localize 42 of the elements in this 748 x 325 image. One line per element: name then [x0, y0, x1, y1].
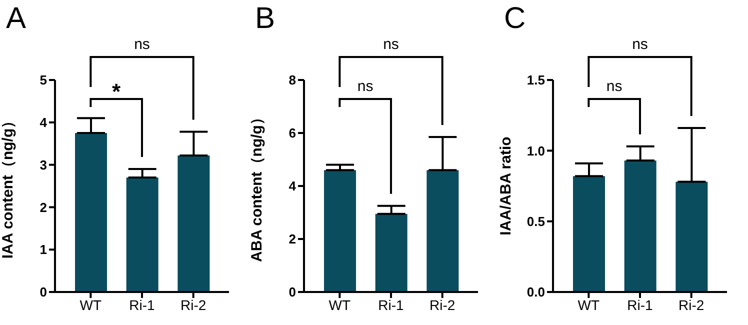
bar	[573, 176, 605, 292]
y-tick-label: 1	[40, 242, 47, 258]
y-tick-label: 0.5	[526, 214, 545, 229]
bar	[624, 160, 656, 292]
x-tick-label: Ri-1	[627, 296, 654, 313]
bar	[676, 182, 708, 292]
bar	[178, 155, 210, 292]
text: ns	[134, 36, 150, 53]
y-axis-title: ABA content（ng/g）	[248, 110, 266, 262]
y-tick-label: 3	[40, 157, 47, 172]
x-tick-label: WT	[328, 296, 351, 313]
x-tick-label: WT	[80, 296, 102, 313]
y-tick-label: 1.0	[526, 143, 545, 158]
y-axis-title: IAA content（ng/g）	[0, 113, 16, 259]
x-tick-label: WT	[578, 296, 600, 313]
y-tick-label: 0	[288, 284, 296, 300]
y-tick-label: 1.5	[526, 72, 545, 88]
y-tick-label: 0.0	[526, 284, 545, 300]
y-tick-label: 4	[40, 115, 48, 130]
text: ns	[632, 36, 648, 53]
text: ns	[383, 36, 399, 53]
x-tick-label: Ri-2	[180, 296, 206, 313]
chart-title: B	[255, 2, 276, 36]
y-tick-label: 8	[288, 72, 296, 88]
chart-title: C	[504, 2, 526, 36]
chart-title: A	[6, 2, 26, 36]
x-tick-label: Ri-2	[429, 296, 456, 313]
y-tick-label: 2	[288, 232, 296, 247]
y-axis-title: IAA/ABA ratio	[497, 136, 514, 236]
bar	[75, 133, 107, 292]
y-tick-label: 4	[288, 178, 297, 194]
x-tick-label: Ri-2	[678, 296, 704, 313]
annotation: ns	[357, 78, 374, 95]
bar	[126, 178, 158, 292]
y-tick-label: 5	[40, 72, 47, 88]
x-tick-label: Ri-1	[129, 296, 156, 313]
annotation: *	[112, 79, 122, 104]
y-tick-label: 0	[40, 284, 47, 300]
annotation: ns	[606, 78, 622, 95]
y-tick-label: 6	[288, 126, 296, 141]
x-tick-label: Ri-1	[378, 296, 404, 313]
y-tick-label: 2	[40, 200, 47, 215]
